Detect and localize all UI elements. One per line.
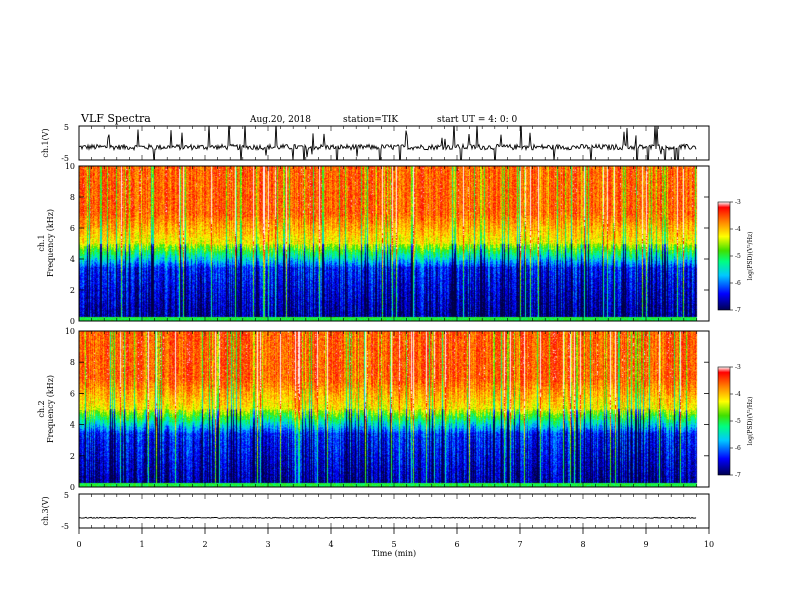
colorbar-tick-label: -5 <box>735 253 741 260</box>
colorbar-tick-label: -3 <box>735 364 741 371</box>
colorbar-tick-label: -4 <box>735 391 741 398</box>
ch3-ytick-bottom: -5 <box>61 522 69 531</box>
colorbar-tick-label: -6 <box>735 445 741 452</box>
x-tick-label: 6 <box>454 540 459 549</box>
ch2-colorbar-ticks: -3 -4 -5 -6 -7 <box>730 364 741 479</box>
y-tick-label: 4 <box>70 421 75 430</box>
figure-title: VLF Spectra <box>80 112 151 125</box>
x-tick-label: 7 <box>517 540 522 549</box>
x-tick-label: 1 <box>139 540 144 549</box>
y-tick-label: 8 <box>70 193 75 202</box>
ch2-colorbar-label: log(PSD)(V²/Hz) <box>747 397 754 446</box>
x-tick-label: 10 <box>704 540 714 549</box>
y-tick-label: 2 <box>70 452 75 461</box>
y-tick-label: 6 <box>70 224 75 233</box>
colorbar-tick-label: -5 <box>735 418 741 425</box>
ch2-spec-ylabel: Frequency (kHz) <box>46 375 55 443</box>
colorbar-tick-label: -7 <box>735 307 741 314</box>
header-station: station=TIK <box>343 115 398 125</box>
time-axis-ticks: 0 1 2 3 4 5 6 7 8 9 10 <box>76 528 714 549</box>
waveform-line <box>79 126 697 160</box>
waveform-line <box>79 516 697 519</box>
ch1-ytick-top: 5 <box>64 123 69 132</box>
y-tick-label: 0 <box>70 317 75 326</box>
ch3-ytick-top: 5 <box>64 491 69 500</box>
ch1-colorbar-label: log(PSD)(V²/Hz) <box>747 232 754 281</box>
ch1-ylabel: ch.1(V) <box>41 128 50 157</box>
y-tick-label: 10 <box>65 327 75 336</box>
ch3-waveform-frame <box>78 493 710 529</box>
header-start-ut: start UT = 4: 0: 0 <box>437 115 517 125</box>
ch1-spec-ylabel: Frequency (kHz) <box>46 209 55 277</box>
x-tick-label: 3 <box>265 540 270 549</box>
ch3-waveform-trace <box>79 516 697 519</box>
y-tick-label: 10 <box>65 162 75 171</box>
header-date: Aug.20, 2018 <box>249 115 311 125</box>
colorbar-tick-label: -3 <box>735 199 741 206</box>
x-tick-label: 9 <box>643 540 648 549</box>
time-axis-label: Time (min) <box>372 549 416 558</box>
colorbar-tick-label: -7 <box>735 472 741 479</box>
y-tick-label: 0 <box>70 483 75 492</box>
ch2-spec-yticks: 0 2 4 6 8 10 <box>65 327 709 492</box>
ch1-colorbar-ticks: -3 -4 -5 -6 -7 <box>730 199 741 314</box>
colorbar-tick-label: -6 <box>735 280 741 287</box>
ch1-spectrogram-image <box>79 166 709 321</box>
colorbar-tick-label: -4 <box>735 226 741 233</box>
minor-x-ticks <box>78 126 710 528</box>
ch1-waveform-frame <box>78 125 710 161</box>
ch2-colorbar <box>717 366 731 476</box>
ch1-spec-yticks: 0 2 4 6 8 10 <box>65 162 709 326</box>
y-tick-label: 8 <box>70 358 75 367</box>
x-tick-label: 8 <box>580 540 585 549</box>
ch2-spectrogram-image <box>79 331 709 487</box>
ch1-colorbar <box>717 201 731 311</box>
y-tick-label: 2 <box>70 286 75 295</box>
ch2-spec-ylabel-channel: ch.2 <box>37 400 46 417</box>
y-tick-label: 6 <box>70 389 75 398</box>
ch3-ylabel: ch.3(V) <box>41 496 50 525</box>
x-tick-label: 0 <box>76 540 81 549</box>
x-tick-label: 5 <box>391 540 396 549</box>
ch1-ytick-bottom: -5 <box>61 154 69 163</box>
x-tick-label: 2 <box>202 540 207 549</box>
y-tick-label: 4 <box>70 255 75 264</box>
x-tick-label: 4 <box>328 540 333 549</box>
ch1-waveform-trace <box>79 126 697 160</box>
ch1-spec-ylabel-channel: ch.1 <box>37 234 46 251</box>
